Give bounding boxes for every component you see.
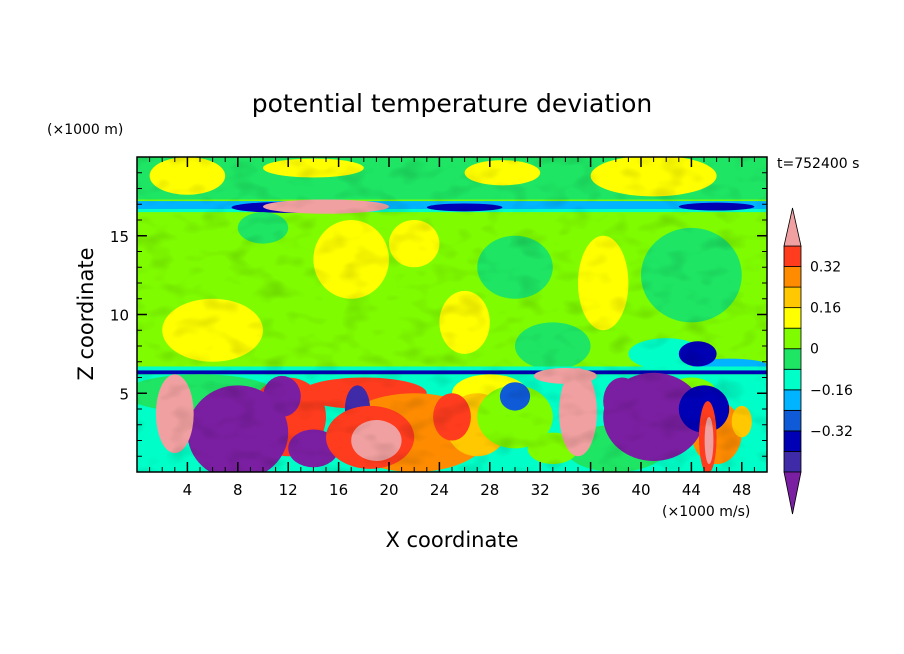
x-axis: 4 8 12 16 20 24 28 32 36 40 44 48 <box>149 157 755 499</box>
field-texture <box>137 157 767 472</box>
colorbar-segment <box>783 245 802 267</box>
colorbar-segment <box>783 368 802 391</box>
colorbar-tick-label: −0.16 <box>810 383 853 399</box>
colorbar-segment <box>783 389 802 411</box>
colorbar-segment <box>783 307 802 329</box>
x-tick-label: 20 <box>379 481 398 499</box>
y-axis-label: Z coordinate <box>74 247 98 380</box>
x-axis-label: X coordinate <box>385 528 518 552</box>
colorbar-segment <box>783 430 802 452</box>
x-units-label: (×1000 m/s) <box>662 504 750 520</box>
colorbar-max-arrow <box>783 207 802 247</box>
contour-field <box>137 157 767 472</box>
x-tick-label: 8 <box>233 481 243 499</box>
y-tick-label: 10 <box>110 307 129 325</box>
colorbar-segment <box>783 286 802 309</box>
y-tick-label: 15 <box>110 228 129 246</box>
x-tick-label: 32 <box>531 481 550 499</box>
time-label: t=752400 s <box>777 156 859 172</box>
y-tick-label: 5 <box>119 385 129 403</box>
x-tick-label: 40 <box>631 481 650 499</box>
x-tick-label: 48 <box>732 481 751 499</box>
colorbar-min-arrow <box>783 471 802 515</box>
x-tick-label: 28 <box>480 481 499 499</box>
x-tick-label: 4 <box>183 481 193 499</box>
colorbar-segment <box>783 348 802 370</box>
colorbar-segment <box>783 266 802 288</box>
x-tick-label: 36 <box>581 481 600 499</box>
colorbar-tick-label: 0.16 <box>810 301 841 317</box>
x-tick-label: 16 <box>329 481 348 499</box>
colorbar-segment <box>783 327 802 350</box>
colorbar-segment <box>783 409 802 432</box>
colorbar-tick-label: −0.32 <box>810 424 853 440</box>
colorbar: 0.32 0.16 0 −0.16 −0.32 <box>783 207 853 515</box>
y-axis: 5 10 15 <box>110 172 767 457</box>
chart-title: potential temperature deviation <box>252 89 652 118</box>
x-tick-label: 44 <box>682 481 701 499</box>
colorbar-segment <box>783 451 802 473</box>
colorbar-tick-label: 0.32 <box>810 260 841 276</box>
x-tick-label: 24 <box>430 481 449 499</box>
y-units-label: (×1000 m) <box>47 122 123 138</box>
colorbar-tick-label: 0 <box>810 342 819 358</box>
x-tick-label: 12 <box>279 481 298 499</box>
